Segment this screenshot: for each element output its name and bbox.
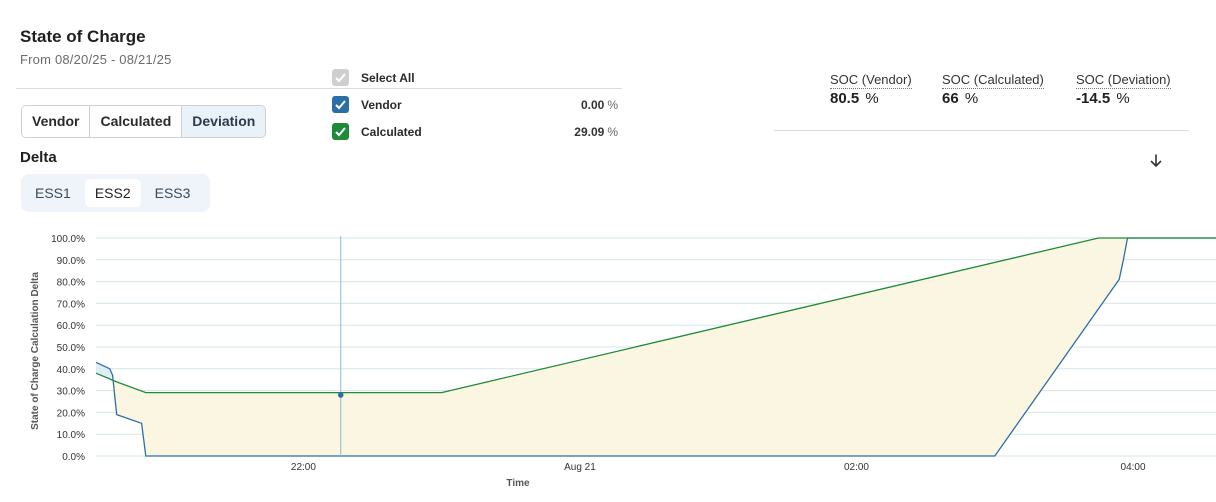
y-axis-label: State of Charge Calculation Delta bbox=[30, 272, 41, 430]
section-label-delta: Delta bbox=[20, 149, 57, 166]
check-icon bbox=[335, 127, 346, 137]
y-tick-label: 100.0% bbox=[51, 234, 85, 245]
x-tick-label: 22:00 bbox=[291, 462, 316, 473]
y-tick-label: 50.0% bbox=[57, 343, 85, 354]
calculated-value: 29.09% bbox=[574, 124, 618, 139]
select-all-row[interactable]: Select All bbox=[332, 64, 622, 91]
y-tick-label: 30.0% bbox=[57, 387, 85, 398]
stat-value: -14.5 % bbox=[1076, 90, 1130, 107]
vendor-checkbox[interactable] bbox=[332, 96, 349, 113]
series-legend-list: Select All Vendor 0.00% Calculated 29.09… bbox=[332, 64, 622, 145]
select-all-checkbox[interactable] bbox=[332, 69, 349, 86]
x-axis-label: Time bbox=[506, 478, 530, 489]
tab-calculated[interactable]: Calculated bbox=[90, 106, 183, 137]
y-tick-label: 40.0% bbox=[57, 365, 85, 376]
y-tick-label: 80.0% bbox=[57, 278, 85, 289]
y-tick-label: 0.0% bbox=[62, 452, 85, 463]
mode-tab-group: Vendor Calculated Deviation bbox=[21, 105, 267, 138]
legend-row-vendor[interactable]: Vendor 0.00% bbox=[332, 91, 622, 118]
stat-soc-deviation: SOC (Deviation) -14.5 % bbox=[1076, 71, 1171, 107]
y-tick-label: 60.0% bbox=[57, 321, 85, 332]
stat-label: SOC (Vendor) bbox=[830, 72, 912, 89]
select-all-label: Select All bbox=[361, 70, 415, 85]
tab-ess3[interactable]: ESS3 bbox=[145, 179, 201, 207]
x-tick-label: 02:00 bbox=[844, 462, 869, 473]
check-icon bbox=[335, 100, 346, 110]
ess-tab-group: ESS1 ESS2 ESS3 bbox=[21, 174, 210, 212]
download-arrow-icon[interactable] bbox=[1147, 152, 1165, 170]
tab-deviation[interactable]: Deviation bbox=[182, 106, 266, 137]
tab-ess2[interactable]: ESS2 bbox=[84, 179, 141, 207]
stat-soc-vendor: SOC (Vendor) 80.5 % bbox=[830, 71, 912, 107]
divider bbox=[774, 130, 1189, 131]
stat-soc-calculated: SOC (Calculated) 66 % bbox=[942, 71, 1044, 107]
calculated-label: Calculated bbox=[361, 124, 422, 139]
date-range-subtitle: From 08/20/25 - 08/21/25 bbox=[20, 52, 172, 67]
vendor-label: Vendor bbox=[361, 97, 402, 112]
deviation-area-calculated-above bbox=[111, 238, 1216, 456]
deviation-area-vendor-above bbox=[96, 362, 112, 380]
tab-vendor[interactable]: Vendor bbox=[22, 106, 91, 137]
soc-delta-chart: 0.0% 10.0% 20.0% 30.0% 40.0% 50.0% 60.0% 70.0% 8… bbox=[30, 234, 1216, 489]
stat-value: 80.5 % bbox=[830, 90, 879, 107]
y-tick-label: 70.0% bbox=[57, 299, 85, 310]
series-line-calculated bbox=[95, 237, 1216, 394]
x-tick-label: 04:00 bbox=[1121, 462, 1146, 473]
legend-row-calculated[interactable]: Calculated 29.09% bbox=[332, 118, 622, 145]
y-tick-label: 20.0% bbox=[57, 408, 85, 419]
check-icon bbox=[335, 73, 346, 83]
tab-ess1[interactable]: ESS1 bbox=[25, 179, 81, 207]
stat-label: SOC (Deviation) bbox=[1076, 72, 1171, 89]
stat-label: SOC (Calculated) bbox=[942, 72, 1044, 89]
y-tick-label: 90.0% bbox=[57, 256, 85, 267]
stat-value: 66 % bbox=[942, 90, 979, 107]
page-title: State of Charge bbox=[20, 27, 146, 46]
calculated-checkbox[interactable] bbox=[332, 123, 349, 140]
divider bbox=[16, 88, 622, 89]
hover-point bbox=[337, 392, 344, 398]
x-tick-label: Aug 21 bbox=[564, 462, 596, 473]
vendor-value: 0.00% bbox=[580, 97, 618, 112]
y-tick-label: 10.0% bbox=[57, 430, 85, 441]
